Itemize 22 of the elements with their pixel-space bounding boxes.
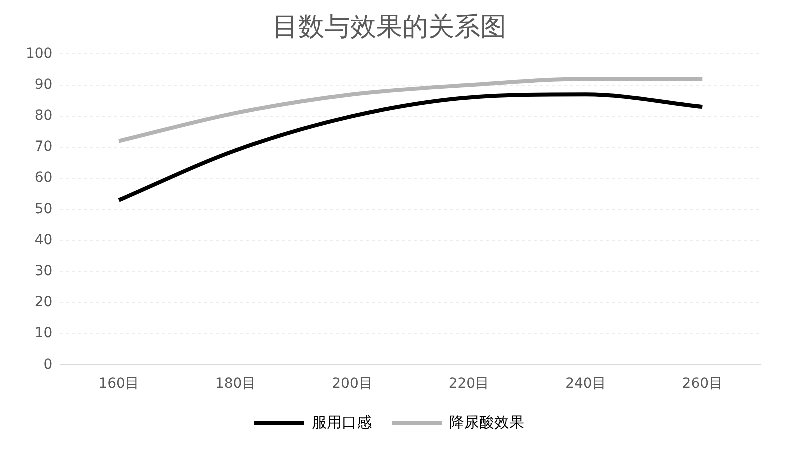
y-tick-label: 70 <box>34 139 53 156</box>
line-series <box>117 92 705 202</box>
legend-label: 服用口感 <box>312 413 372 432</box>
y-tick-label: 100 <box>26 46 53 62</box>
y-tick-label: 40 <box>34 232 53 248</box>
x-tick-label: 180目 <box>215 376 256 392</box>
chart-title: 目数与效果的关系图 <box>272 12 506 42</box>
y-tick-label: 50 <box>34 201 53 218</box>
y-tick-label: 80 <box>34 108 53 124</box>
x-tick-label: 200目 <box>332 376 373 392</box>
legend-label: 降尿酸效果 <box>450 413 524 432</box>
x-tick-label: 240目 <box>566 376 606 392</box>
x-tick-label: 260目 <box>682 376 724 392</box>
y-tick-label: 20 <box>34 294 53 311</box>
x-tick-label: 220目 <box>448 376 490 392</box>
y-tick-label: 10 <box>34 326 53 342</box>
y-tick-label: 30 <box>34 264 53 280</box>
y-tick-label: 90 <box>34 76 53 93</box>
y-tick-label: 0 <box>44 356 53 373</box>
line-series <box>117 77 705 144</box>
x-tick-label: 160目 <box>98 376 140 392</box>
y-tick-label: 60 <box>34 170 53 186</box>
